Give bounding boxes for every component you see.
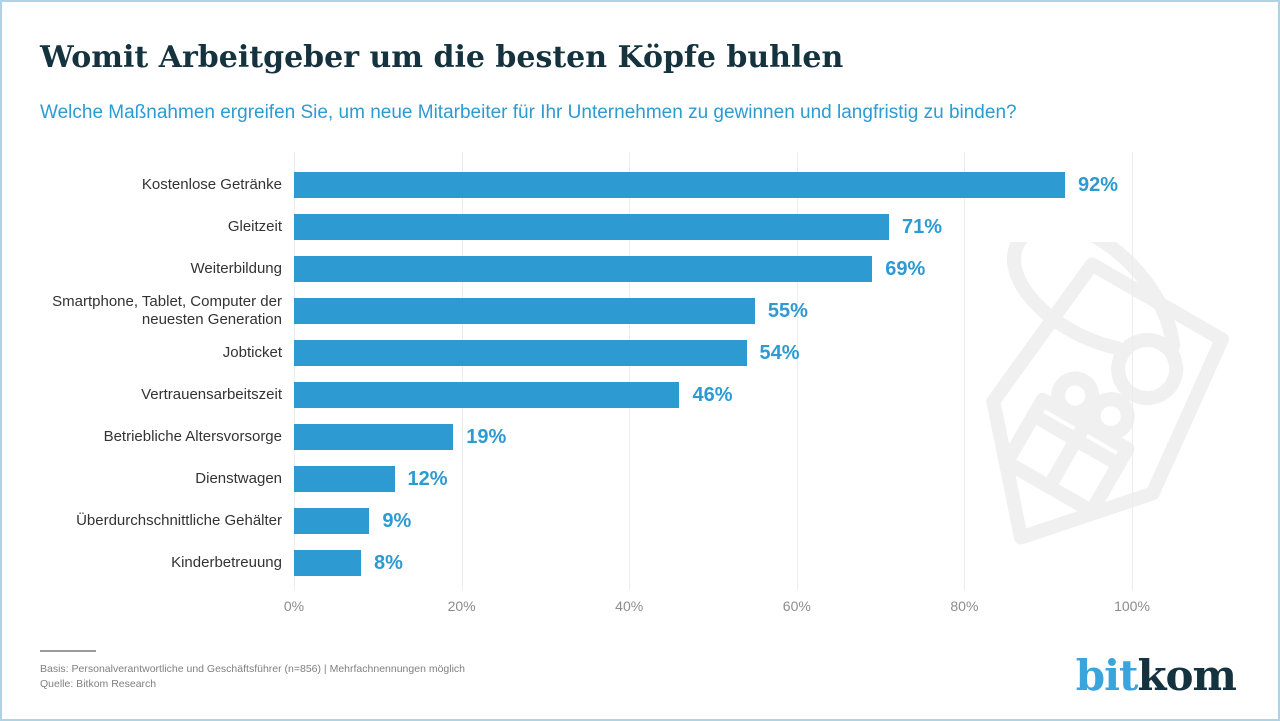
bitkom-logo: bitkom	[1076, 655, 1237, 697]
bar	[294, 340, 747, 366]
bar-value-label: 12%	[407, 467, 448, 490]
page-title: Womit Arbeitgeber um die besten Köpfe bu…	[40, 40, 844, 75]
x-axis-tick-label: 60%	[782, 598, 811, 614]
bar	[294, 298, 755, 324]
bar	[294, 214, 889, 240]
bar-row: Betriebliche Altersvorsorge 19%	[40, 416, 1150, 458]
logo-part-bit: bit	[1075, 651, 1139, 700]
bar-rows: Kostenlose Getränke 92% Gleitzeit 71% Weiter…	[40, 164, 1150, 584]
bar-track: 9%	[294, 508, 1132, 534]
bar	[294, 550, 362, 576]
bar-track: 55%	[294, 298, 1132, 324]
bar-track: 12%	[294, 466, 1132, 492]
category-label: Vertrauensarbeitszeit	[141, 386, 282, 403]
bar-row: Dienstwagen 12%	[40, 458, 1150, 500]
bar	[294, 424, 454, 450]
bar-track: 8%	[294, 550, 1132, 576]
bar-value-label: 19%	[466, 425, 507, 448]
gridline	[796, 152, 798, 590]
category-label: Kostenlose Getränke	[141, 176, 282, 193]
bar-track: 69%	[294, 256, 1132, 282]
category-label: Dienstwagen	[195, 470, 282, 487]
bar-row: Smartphone, Tablet, Computer der neueste…	[40, 290, 1150, 332]
bar-row: Gleitzeit 71%	[40, 206, 1150, 248]
bar-value-label: 71%	[901, 215, 942, 238]
category-label: Smartphone, Tablet, Computer der neueste…	[52, 293, 282, 328]
gridline	[1132, 152, 1133, 590]
bar-row: Jobticket 54%	[40, 332, 1150, 374]
footer-divider	[40, 650, 96, 652]
category-label: Jobticket	[222, 344, 282, 361]
bar-value-label: 92%	[1077, 173, 1118, 196]
bar-track: 19%	[294, 424, 1132, 450]
footer-basis-note: Basis: Personalverantwortliche und Gesch…	[40, 663, 466, 675]
category-label: Kinderbetreuung	[171, 554, 282, 571]
bar-track: 92%	[294, 172, 1132, 198]
x-axis-tick-label: 80%	[950, 598, 979, 614]
x-axis-tick-label: 20%	[447, 598, 476, 614]
bar-row: Kinderbetreuung 8%	[40, 542, 1150, 584]
bar-row: Kostenlose Getränke 92%	[40, 164, 1150, 206]
bar-value-label: 46%	[692, 383, 733, 406]
bar	[294, 466, 395, 492]
logo-part-kom: kom	[1137, 651, 1237, 700]
gridline	[461, 152, 463, 590]
category-label: Weiterbildung	[190, 260, 282, 277]
bar	[294, 382, 680, 408]
bar-value-label: 9%	[382, 509, 412, 532]
bar-value-label: 55%	[767, 299, 808, 322]
footer-source-note: Quelle: Bitkom Research	[40, 678, 157, 690]
category-label: Überdurchschnittliche Gehälter	[76, 512, 282, 529]
bar-row: Weiterbildung 69%	[40, 248, 1150, 290]
bar-value-label: 54%	[759, 341, 800, 364]
bar-value-label: 69%	[885, 257, 926, 280]
bar-track: 71%	[294, 214, 1132, 240]
x-axis-tick-label: 100%	[1114, 598, 1150, 614]
x-axis-tick-label: 0%	[283, 598, 305, 614]
chart-subtitle-question: Welche Maßnahmen ergreifen Sie, um neue …	[40, 102, 1017, 123]
bar-row: Überdurchschnittliche Gehälter 9%	[40, 500, 1150, 542]
category-label: Betriebliche Altersvorsorge	[103, 428, 282, 445]
bar	[294, 256, 873, 282]
bar-track: 54%	[294, 340, 1132, 366]
gridline	[294, 152, 295, 590]
gridline	[964, 152, 966, 590]
gridline	[629, 152, 631, 590]
bar-chart: Kostenlose Getränke 92% Gleitzeit 71% Weiter…	[40, 152, 1150, 622]
bar	[294, 172, 1065, 198]
bar	[294, 508, 370, 534]
x-axis-tick-label: 40%	[615, 598, 644, 614]
bar-track: 46%	[294, 382, 1132, 408]
bar-row: Vertrauensarbeitszeit 46%	[40, 374, 1150, 416]
bar-value-label: 8%	[374, 551, 403, 574]
category-label: Gleitzeit	[227, 218, 282, 235]
